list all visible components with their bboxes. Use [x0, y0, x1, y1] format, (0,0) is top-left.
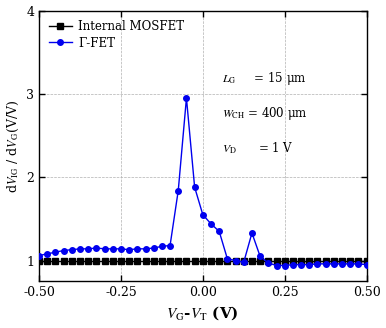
Text: $\mathit{V}_{\rm D}$      = 1 V: $\mathit{V}_{\rm D}$ = 1 V [222, 140, 294, 156]
Legend: Internal MOSFET, Γ-FET: Internal MOSFET, Γ-FET [45, 16, 188, 53]
Γ-FET [110, 247, 115, 251]
Internal MOSFET [143, 258, 148, 262]
Γ-FET [225, 257, 230, 261]
Γ-FET [135, 247, 140, 251]
Internal MOSFET [176, 258, 181, 262]
Γ-FET [307, 263, 312, 267]
Γ-FET [94, 246, 99, 250]
Γ-FET [274, 263, 279, 267]
Γ-FET [283, 263, 287, 267]
Internal MOSFET [258, 258, 262, 262]
Internal MOSFET [266, 258, 271, 262]
Internal MOSFET [348, 258, 352, 262]
Text: $\mathit{L}_{\rm G}$     = 15 μm: $\mathit{L}_{\rm G}$ = 15 μm [222, 70, 307, 87]
Line: Γ-FET: Γ-FET [36, 95, 369, 268]
Γ-FET [151, 246, 156, 250]
Γ-FET [53, 250, 58, 254]
Internal MOSFET [159, 258, 164, 262]
Text: $\mathit{W}_{\rm CH}$ = 400 μm: $\mathit{W}_{\rm CH}$ = 400 μm [222, 105, 308, 122]
Γ-FET [69, 248, 74, 252]
Internal MOSFET [241, 258, 246, 262]
Γ-FET [356, 262, 361, 266]
Internal MOSFET [192, 258, 197, 262]
Γ-FET [258, 255, 262, 258]
Γ-FET [266, 261, 271, 265]
Line: Internal MOSFET: Internal MOSFET [36, 258, 369, 263]
Γ-FET [86, 247, 90, 251]
Γ-FET [184, 96, 189, 100]
Γ-FET [127, 248, 132, 252]
Internal MOSFET [209, 258, 213, 262]
Γ-FET [250, 231, 254, 235]
Γ-FET [217, 229, 222, 233]
Internal MOSFET [315, 258, 320, 262]
Internal MOSFET [78, 258, 82, 262]
Internal MOSFET [356, 258, 361, 262]
Internal MOSFET [37, 258, 41, 262]
Internal MOSFET [102, 258, 107, 262]
Γ-FET [364, 263, 369, 267]
Γ-FET [200, 213, 205, 217]
Γ-FET [119, 247, 123, 251]
Γ-FET [348, 262, 352, 266]
Internal MOSFET [233, 258, 238, 262]
Internal MOSFET [110, 258, 115, 262]
Internal MOSFET [45, 258, 49, 262]
Internal MOSFET [332, 258, 336, 262]
Γ-FET [143, 247, 148, 251]
X-axis label: $\mathit{V}_{\rm G}$-$\mathit{V}_{\rm T}$ (V): $\mathit{V}_{\rm G}$-$\mathit{V}_{\rm T}… [166, 305, 239, 322]
Internal MOSFET [53, 258, 58, 262]
Internal MOSFET [200, 258, 205, 262]
Internal MOSFET [151, 258, 156, 262]
Γ-FET [241, 260, 246, 264]
Internal MOSFET [127, 258, 132, 262]
Internal MOSFET [86, 258, 90, 262]
Internal MOSFET [283, 258, 287, 262]
Γ-FET [299, 263, 303, 267]
Internal MOSFET [291, 258, 295, 262]
Γ-FET [61, 249, 66, 253]
Internal MOSFET [340, 258, 344, 262]
Internal MOSFET [217, 258, 222, 262]
Internal MOSFET [299, 258, 303, 262]
Γ-FET [332, 262, 336, 266]
Internal MOSFET [323, 258, 328, 262]
Γ-FET [102, 247, 107, 251]
Internal MOSFET [184, 258, 189, 262]
Internal MOSFET [69, 258, 74, 262]
Internal MOSFET [168, 258, 173, 262]
Γ-FET [340, 262, 344, 266]
Γ-FET [168, 244, 173, 248]
Internal MOSFET [135, 258, 140, 262]
Internal MOSFET [274, 258, 279, 262]
Γ-FET [323, 262, 328, 266]
Internal MOSFET [364, 258, 369, 262]
Internal MOSFET [225, 258, 230, 262]
Γ-FET [291, 263, 295, 267]
Γ-FET [192, 185, 197, 189]
Γ-FET [45, 252, 49, 256]
Γ-FET [315, 262, 320, 266]
Γ-FET [209, 222, 213, 226]
Y-axis label: d$\mathit{V}_{\rm IG}$ / d$\mathit{V}_{\rm G}$(V/V): d$\mathit{V}_{\rm IG}$ / d$\mathit{V}_{\… [5, 99, 20, 193]
Γ-FET [233, 258, 238, 262]
Internal MOSFET [307, 258, 312, 262]
Γ-FET [78, 247, 82, 251]
Γ-FET [176, 189, 181, 193]
Internal MOSFET [250, 258, 254, 262]
Internal MOSFET [61, 258, 66, 262]
Internal MOSFET [94, 258, 99, 262]
Γ-FET [37, 254, 41, 257]
Γ-FET [159, 244, 164, 248]
Internal MOSFET [119, 258, 123, 262]
